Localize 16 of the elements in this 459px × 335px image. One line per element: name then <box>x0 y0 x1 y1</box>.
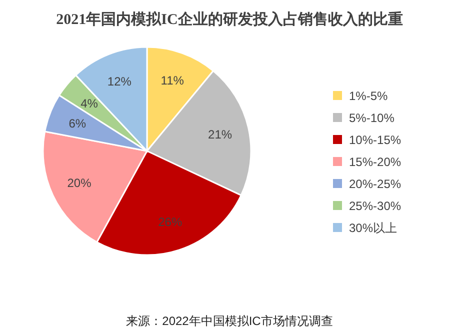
legend-label: 5%-10% <box>349 111 395 125</box>
legend-label: 30%以上 <box>349 221 398 235</box>
chart-title: 2021年国内模拟IC企业的研发投入占销售收入的比重 <box>56 11 403 28</box>
data-label: 21% <box>208 128 232 142</box>
legend-label: 20%-25% <box>349 177 402 191</box>
legend-label: 25%-30% <box>349 199 402 213</box>
legend-label: 15%-20% <box>349 155 402 169</box>
data-label: 6% <box>68 116 86 130</box>
legend-label: 1%-5% <box>349 89 388 103</box>
legend-label: 10%-15% <box>349 133 402 147</box>
data-label: 4% <box>80 96 98 110</box>
source-note: 来源：2022年中国模拟IC市场情况调查 <box>126 314 333 328</box>
data-label: 20% <box>67 176 92 190</box>
data-label: 26% <box>158 215 182 230</box>
data-label: 12% <box>107 74 132 88</box>
data-label: 11% <box>160 74 184 88</box>
